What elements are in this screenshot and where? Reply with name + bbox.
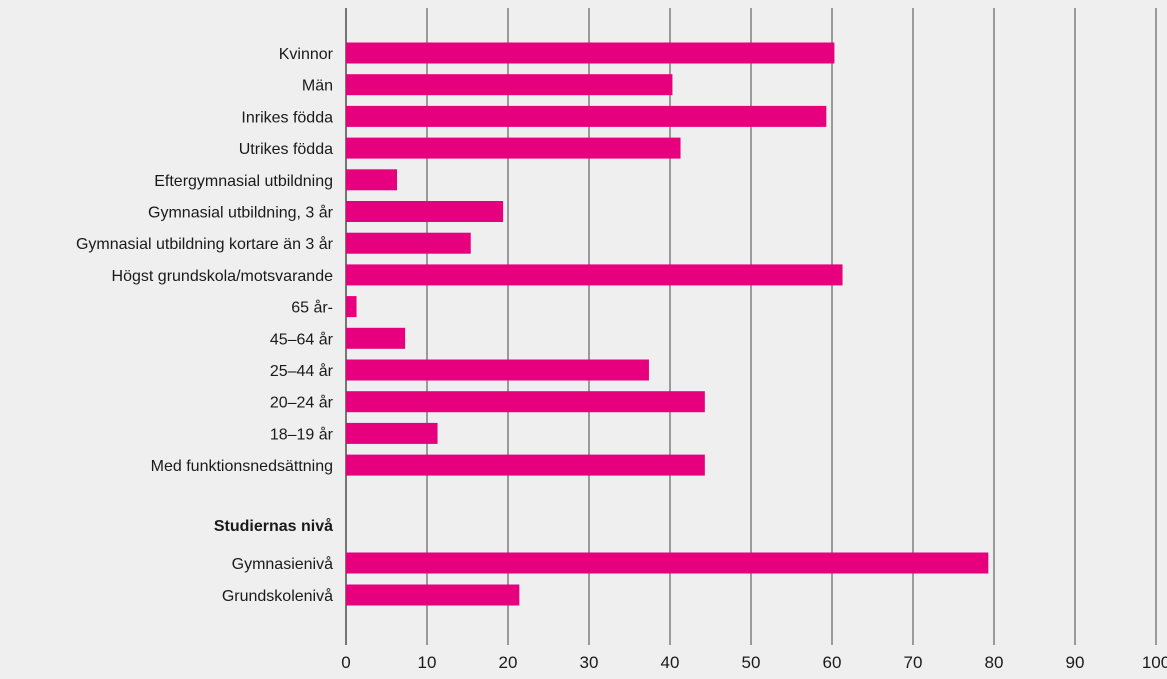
bar bbox=[346, 169, 398, 191]
category-label: Med funktionsnedsättning bbox=[151, 458, 333, 475]
category-label: Kvinnor bbox=[279, 46, 334, 63]
bar bbox=[346, 74, 673, 96]
gridlines bbox=[345, 8, 1157, 645]
bar bbox=[346, 391, 705, 413]
bar bbox=[346, 327, 406, 349]
category-label: 25–44 år bbox=[270, 362, 334, 380]
x-tick-label: 100 bbox=[1142, 653, 1167, 672]
category-label: 65 år- bbox=[291, 299, 333, 317]
category-label: Gymnasial utbildning, 3 år bbox=[148, 204, 334, 222]
bar bbox=[346, 137, 681, 159]
category-label: Gymnasienivå bbox=[232, 555, 333, 573]
category-label: Eftergymnasial utbildning bbox=[154, 173, 333, 190]
x-tick-label: 10 bbox=[418, 653, 437, 672]
category-label: 20–24 år bbox=[270, 394, 334, 412]
bar bbox=[346, 201, 504, 222]
x-tick-labels: 0 10 20 30 40 50 60 70 80 90 100 bbox=[341, 653, 1167, 672]
bar bbox=[346, 42, 835, 64]
category-label: Inrikes födda bbox=[241, 109, 333, 126]
bar bbox=[346, 454, 705, 476]
x-tick-label: 60 bbox=[823, 653, 842, 672]
x-tick-label: 20 bbox=[499, 653, 518, 672]
category-label: Högst grundskola/motsvarande bbox=[112, 268, 334, 285]
bars bbox=[346, 42, 989, 606]
category-label: Män bbox=[302, 78, 333, 95]
bar bbox=[346, 422, 438, 444]
bar bbox=[346, 552, 989, 574]
category-labels: Kvinnor Män Inrikes födda Utrikes födda Efte… bbox=[76, 46, 334, 605]
x-tick-label: 40 bbox=[661, 653, 680, 672]
category-label: Grundskolenivå bbox=[222, 587, 333, 605]
bar bbox=[346, 296, 357, 318]
x-tick-label: 80 bbox=[985, 653, 1004, 672]
bar bbox=[346, 264, 843, 286]
x-tick-label: 30 bbox=[580, 653, 599, 672]
x-tick-label: 50 bbox=[742, 653, 761, 672]
bar bbox=[346, 232, 471, 254]
bar bbox=[346, 584, 520, 606]
x-tick-label: 70 bbox=[904, 653, 923, 672]
bar bbox=[346, 359, 649, 381]
category-label: Utrikes födda bbox=[239, 141, 333, 158]
x-tick-label: 90 bbox=[1066, 653, 1085, 672]
bar bbox=[346, 105, 827, 127]
category-label: 45–64 år bbox=[270, 330, 334, 348]
section-heading: Studiernas nivå bbox=[214, 517, 333, 535]
x-tick-label: 0 bbox=[341, 653, 350, 672]
category-label: 18–19 år bbox=[270, 425, 334, 443]
category-label: Gymnasial utbildning kortare än 3 år bbox=[76, 235, 334, 253]
